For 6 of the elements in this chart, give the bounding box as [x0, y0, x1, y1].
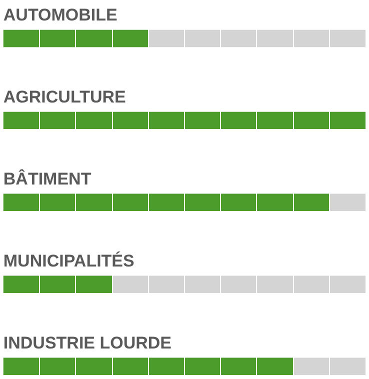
y-tick-label: INDUSTRIE LOURDE	[3, 333, 172, 352]
y-tick-label: AGRICULTURE	[3, 88, 126, 106]
y-tick-label: BÂTIMENT	[3, 168, 92, 188]
y-tick-label: AUTOMOBILE	[3, 6, 118, 25]
bar	[3, 276, 112, 294]
y-tick-label: MUNICIPALITÉS	[3, 250, 134, 270]
